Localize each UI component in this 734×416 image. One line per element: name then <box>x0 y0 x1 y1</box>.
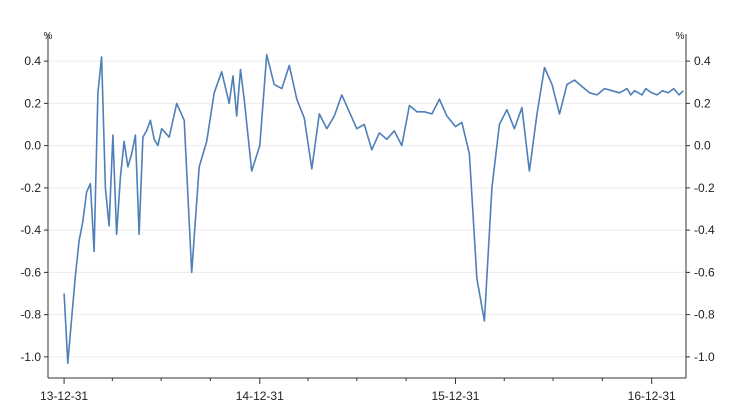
series-line <box>63 54 684 364</box>
y-unit-label-left: % <box>44 31 53 42</box>
y-tick-label: -0.8 <box>694 308 715 322</box>
x-tick-label: 13-12-31 <box>40 389 88 403</box>
y-tick-label: -0.6 <box>694 265 715 279</box>
y-axis-right: 0.4 0.2 0.0 -0.2 -0.4 -0.6 -0.8 -1.0 <box>686 54 715 364</box>
y-tick-label: -0.6 <box>20 265 41 279</box>
y-tick-label: -1.0 <box>20 350 41 364</box>
y-tick-label: 0.2 <box>694 96 711 110</box>
y-tick-label: 0.4 <box>24 54 41 68</box>
y-unit-label-right: % <box>676 31 685 42</box>
y-tick-label: -0.8 <box>20 308 41 322</box>
y-tick-label: -0.2 <box>694 181 715 195</box>
y-tick-label: -0.4 <box>694 223 715 237</box>
y-tick-label: 0.0 <box>694 139 711 153</box>
x-tick-label: 16-12-31 <box>628 389 676 403</box>
x-tick-label: 14-12-31 <box>236 389 284 403</box>
x-tick-label: 15-12-31 <box>431 389 479 403</box>
y-tick-label: 0.4 <box>694 54 711 68</box>
y-tick-label: -1.0 <box>694 350 715 364</box>
grid-lines <box>48 60 686 358</box>
y-tick-label: -0.2 <box>20 181 41 195</box>
axes <box>47 34 687 379</box>
y-axis-left: 0.4 0.2 0.0 -0.2 -0.4 -0.6 -0.8 -1.0 <box>20 54 48 364</box>
y-tick-label: 0.0 <box>24 139 41 153</box>
y-tick-label: 0.2 <box>24 96 41 110</box>
x-axis: 13-12-31 14-12-31 15-12-31 16-12-31 <box>40 378 676 403</box>
y-tick-label: -0.4 <box>20 223 41 237</box>
